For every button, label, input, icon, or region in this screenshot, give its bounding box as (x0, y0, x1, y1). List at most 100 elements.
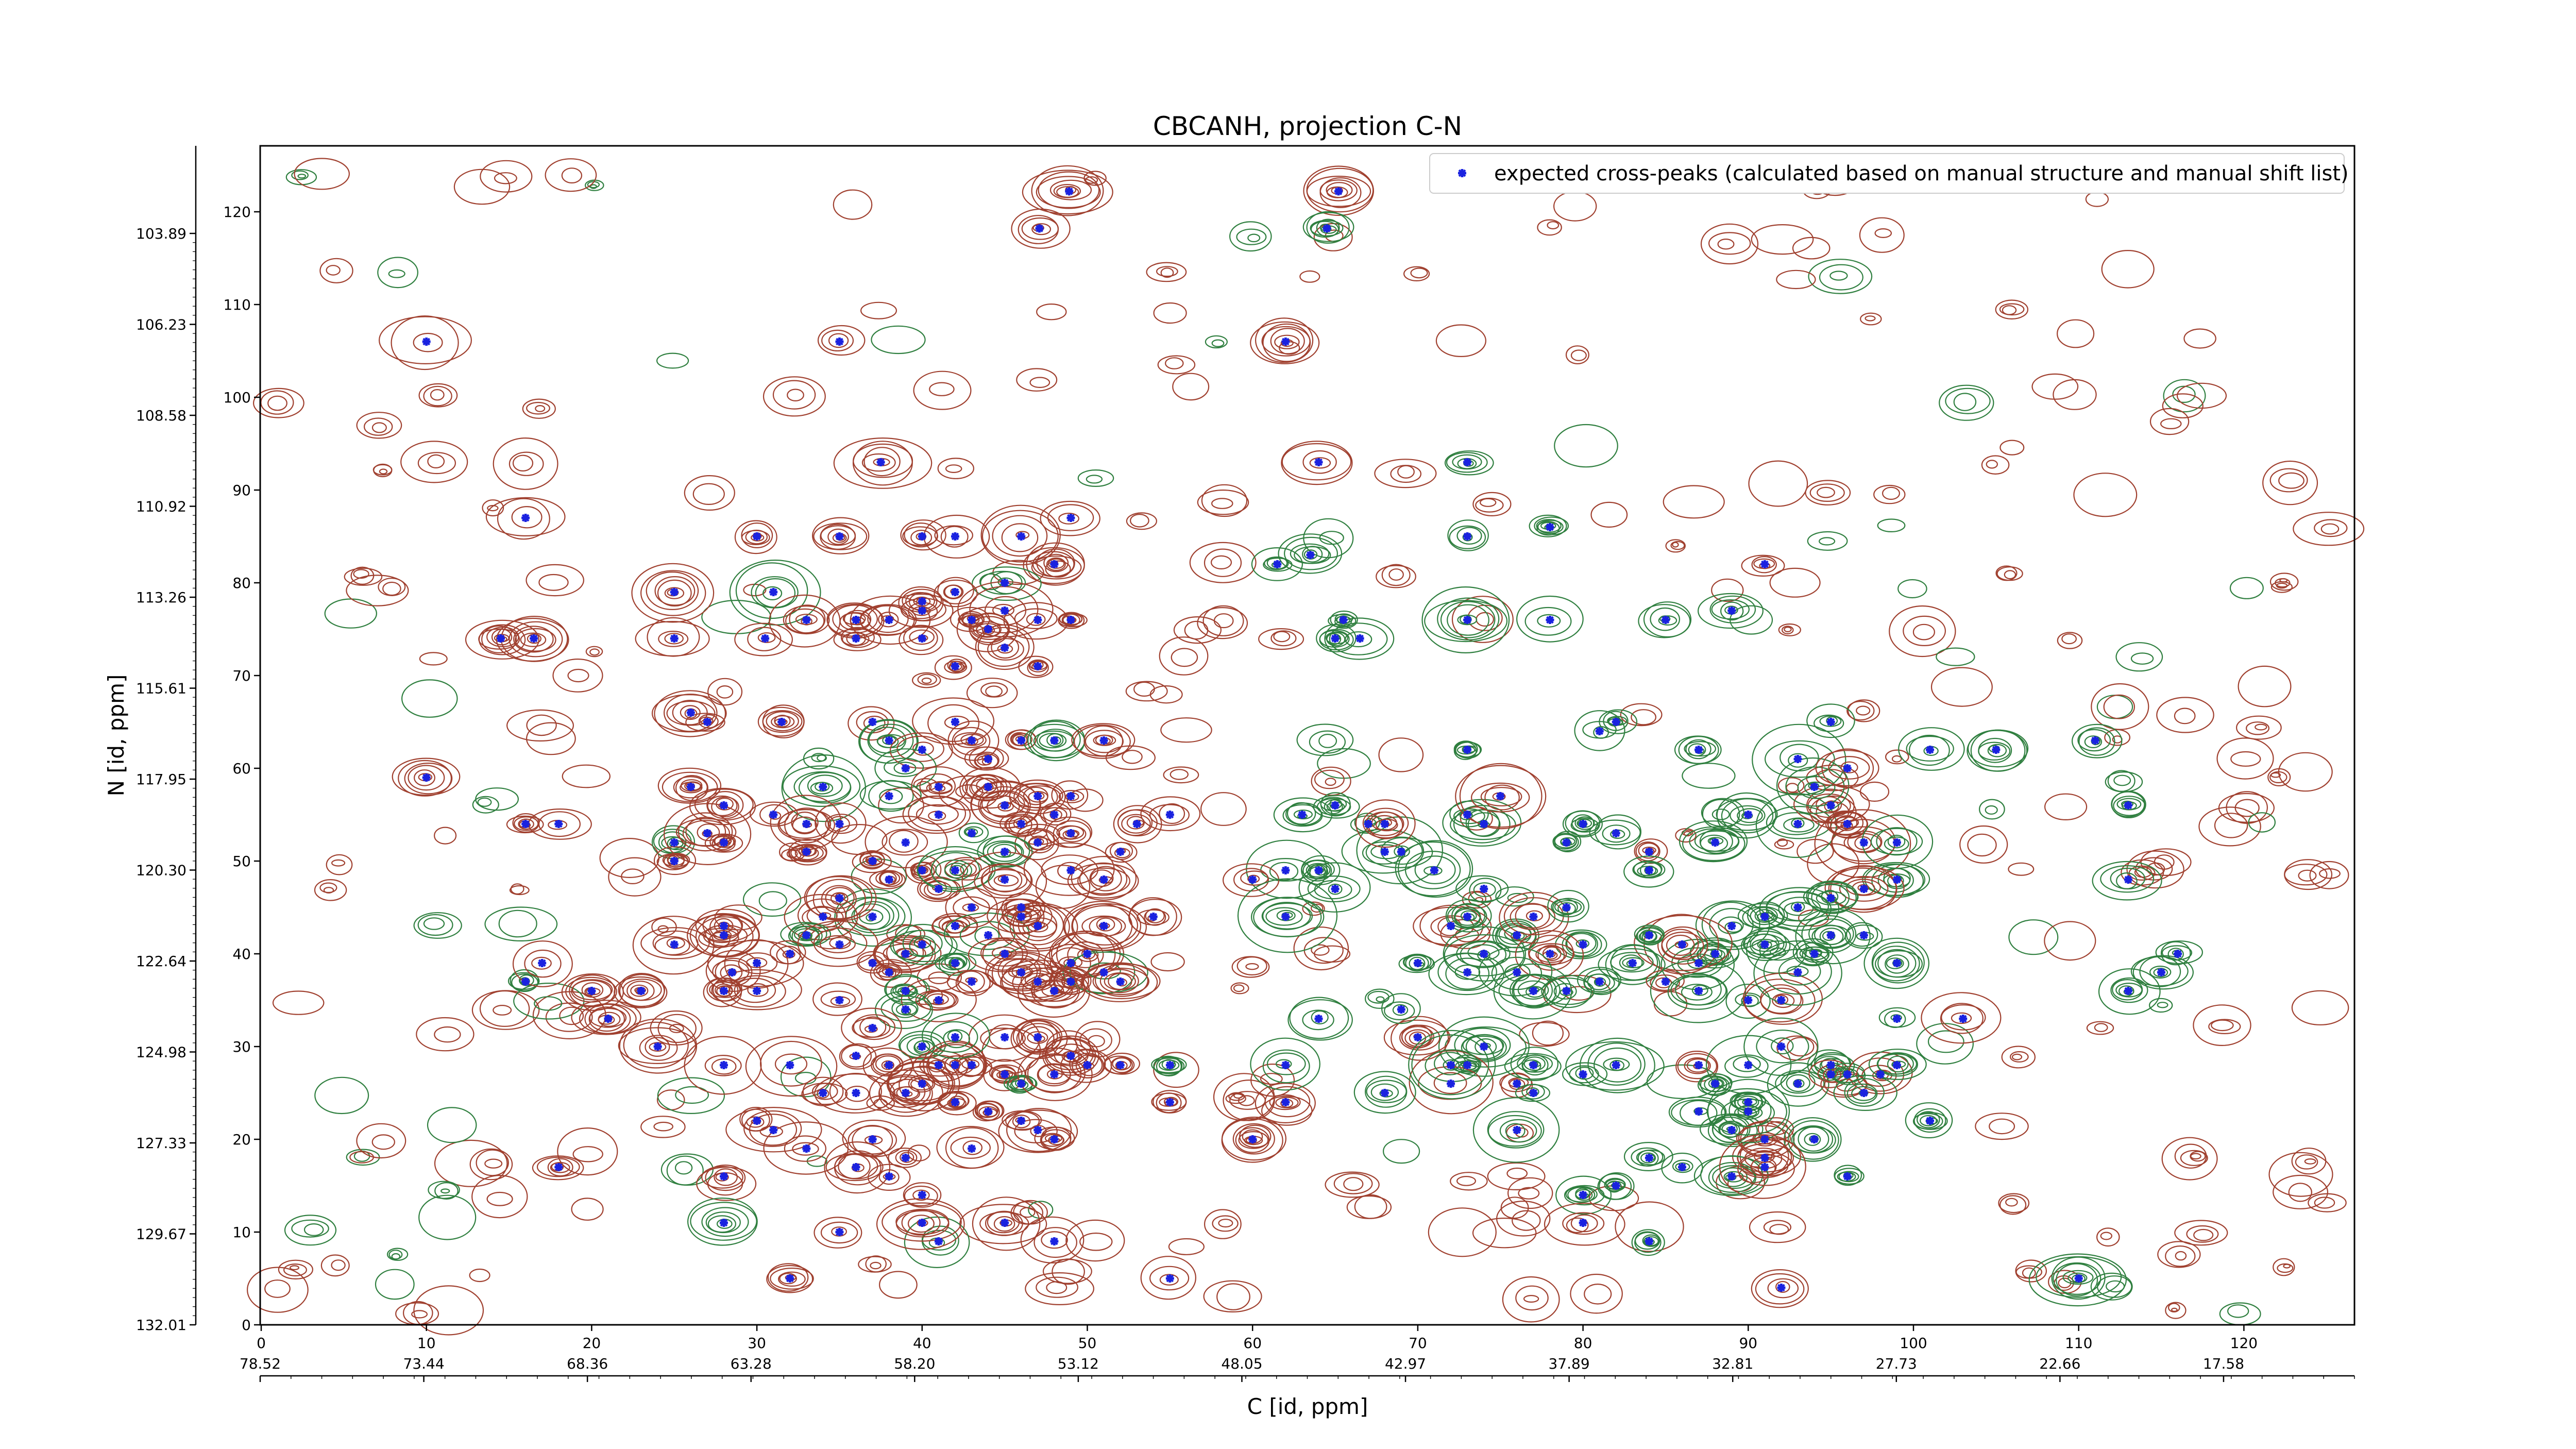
contour-line (1686, 1058, 1709, 1073)
peak-marker (1001, 644, 1009, 652)
contour-line (532, 1155, 584, 1181)
peak-marker (1579, 820, 1587, 828)
contour-line (921, 677, 932, 684)
contour-line (518, 818, 534, 830)
contour-line (417, 452, 456, 475)
contour-line (1093, 734, 1116, 746)
contour-line (1668, 1097, 1727, 1128)
peak-marker (1035, 224, 1044, 233)
contour-line (1454, 964, 1481, 980)
contour-line (1172, 373, 1210, 401)
contour-line (631, 563, 715, 623)
contour-line (1778, 623, 1801, 636)
peak-marker (1546, 950, 1554, 958)
peak-marker (868, 913, 877, 921)
contour-line (1009, 904, 1070, 950)
contour-line (1844, 1078, 1885, 1107)
contour-line (1547, 889, 1589, 923)
contour-line (1741, 554, 1785, 577)
contour-line (766, 1265, 814, 1293)
contour-line (1456, 527, 1482, 545)
contour-line (1487, 1115, 1542, 1147)
contour-line (945, 464, 962, 473)
contour-line (1575, 1189, 1593, 1201)
contour-line (1149, 804, 1190, 826)
contour-line (1838, 1171, 1859, 1183)
contour-line (2163, 379, 2206, 413)
peak-marker (1513, 931, 1521, 939)
y-ppm-tick-label: 120.30 (136, 862, 187, 879)
peak-marker (1892, 959, 1901, 967)
contour-line (1737, 808, 1763, 823)
contour-line (919, 773, 956, 799)
contour-line (1260, 1073, 1283, 1085)
contour-line (664, 633, 684, 645)
peak-marker (1826, 1061, 1835, 1069)
contour-line (1403, 266, 1430, 282)
contour-line (1325, 1171, 1380, 1198)
peak-marker (1826, 1070, 1835, 1079)
contour-line (1534, 516, 1569, 535)
contour-line (1752, 723, 1846, 796)
contour-line (1721, 1123, 1738, 1135)
contour-line (820, 990, 856, 1008)
contour-line (1326, 182, 1353, 198)
contour-line (2276, 582, 2288, 589)
contour-line (1821, 748, 1874, 788)
contour-line (757, 632, 776, 643)
peak-marker (1546, 523, 1554, 531)
peak-marker (835, 996, 844, 1004)
contour-line (715, 983, 733, 997)
contour-line (1324, 617, 1395, 660)
contour-line (1920, 1115, 1937, 1126)
contour-line (1310, 221, 1340, 238)
contour-line (1042, 1258, 1092, 1284)
contour-line (900, 598, 946, 621)
contour-line (1095, 964, 1149, 997)
contour-line (653, 846, 697, 875)
contour-line (477, 797, 492, 807)
contour-line (1701, 798, 1744, 827)
contour-line (1096, 917, 1115, 932)
contour-line (937, 458, 975, 479)
peak-marker (1694, 987, 1703, 995)
contour-line (1604, 1177, 1626, 1192)
contour-line (814, 1217, 862, 1249)
contour-line (1953, 393, 1977, 411)
peak-marker (951, 959, 959, 967)
contour-line (1643, 1236, 1659, 1246)
contour-line (1846, 700, 1875, 721)
peak-marker (1876, 1070, 1885, 1079)
contour-line (581, 982, 604, 998)
contour-line (782, 765, 861, 807)
peak-marker (918, 1219, 926, 1227)
contour-line (1121, 814, 1151, 834)
contour-line (1306, 863, 1331, 878)
peak-marker (1001, 1070, 1009, 1079)
contour-line (531, 956, 552, 970)
x-ppm-tick-label: 42.97 (1385, 1355, 1426, 1372)
contour-line (1262, 902, 1311, 930)
peak-marker (1017, 736, 1026, 745)
contour-line (651, 917, 677, 937)
contour-line (930, 852, 980, 888)
contour-line (2092, 861, 2162, 901)
contour-line (1537, 219, 1562, 236)
contour-line (1072, 905, 1139, 946)
contour-line (1056, 825, 1084, 840)
contour-line (1682, 763, 1736, 789)
contour-line (1314, 945, 1351, 963)
peak-marker (521, 820, 530, 828)
contour-line (1302, 212, 1354, 242)
contour-line (792, 1142, 819, 1156)
contour-line (1742, 934, 1785, 955)
peak-marker (1694, 1061, 1703, 1069)
contour-line (1362, 807, 1409, 839)
contour-line (1763, 1220, 1791, 1235)
peak-marker (1480, 1042, 1488, 1051)
peak-marker (885, 1061, 893, 1069)
contour-line (1815, 750, 1879, 786)
contour-line (1570, 1273, 1623, 1314)
contour-line (1048, 967, 1092, 995)
contour-line (1519, 1022, 1570, 1047)
